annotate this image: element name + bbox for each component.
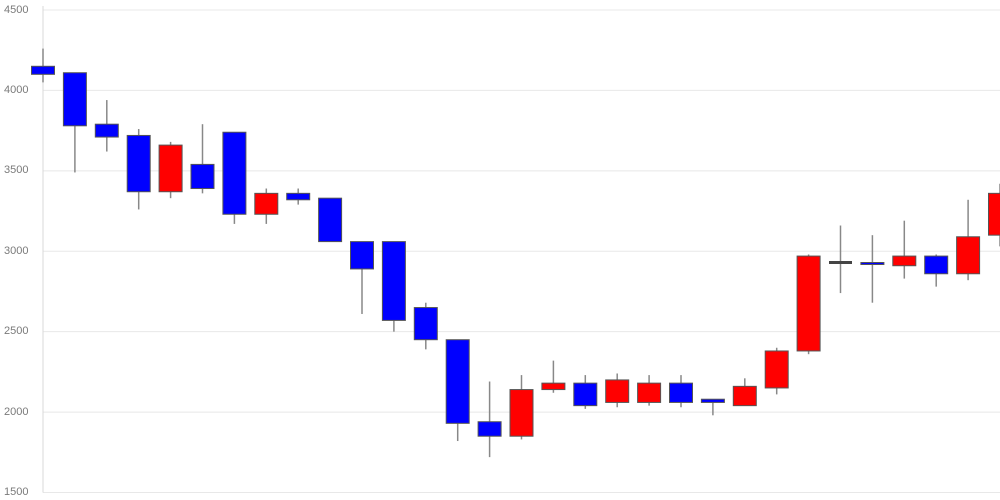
candle-body (126, 134, 151, 193)
y-axis-label: 1500 (4, 486, 29, 498)
candle-body (413, 307, 438, 341)
y-axis-label: 2000 (4, 405, 29, 418)
candle-body (860, 262, 885, 266)
candle-body (892, 255, 917, 267)
candle-body (700, 398, 725, 403)
candle-body (62, 72, 87, 127)
candle-body (254, 192, 279, 215)
candle-body (445, 339, 470, 424)
candle-body (573, 382, 598, 407)
candle-body (988, 192, 1000, 236)
candle-body (541, 382, 566, 391)
y-axis-label: 3000 (4, 244, 29, 257)
candle-body (637, 382, 662, 403)
y-axis-label: 3500 (4, 164, 29, 177)
candle-body (190, 163, 215, 190)
candle-body (158, 144, 183, 193)
candle-body (31, 65, 55, 75)
candle-body (764, 350, 789, 389)
candle-body (509, 389, 534, 437)
y-axis-label: 4500 (4, 3, 29, 16)
candle-body (477, 421, 502, 437)
candle-body (924, 255, 949, 275)
y-axis-label: 2500 (4, 325, 29, 338)
candle-body (381, 241, 406, 321)
candle-body (318, 197, 343, 243)
candle-body (956, 236, 981, 275)
candle-body (669, 382, 693, 403)
y-axis-label: 4000 (4, 83, 29, 96)
candle-body (222, 131, 247, 215)
candle-body (286, 192, 311, 201)
candle-body (350, 241, 374, 270)
candle-body (605, 379, 630, 403)
candle-body (732, 385, 757, 407)
candle-body (796, 255, 821, 352)
candle-body (94, 123, 119, 138)
